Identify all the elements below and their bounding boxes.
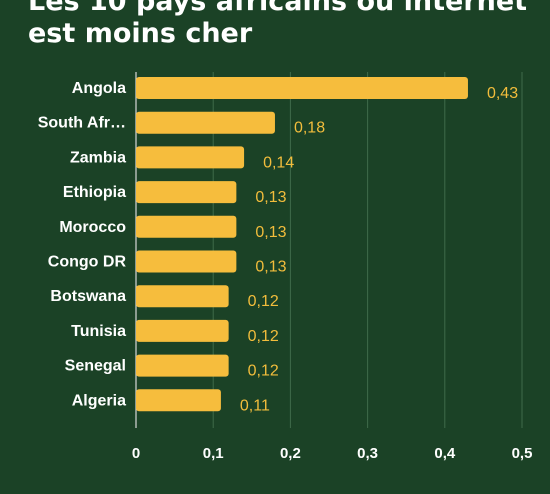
x-tick-label: 0,3	[357, 445, 378, 462]
data-label: 0,43	[487, 85, 518, 102]
bar	[136, 215, 237, 238]
bar	[136, 77, 468, 99]
x-tick-label: 0	[132, 445, 140, 462]
data-label: 0,12	[248, 328, 279, 345]
bar	[136, 319, 229, 342]
bar	[136, 111, 275, 134]
bar	[136, 146, 245, 169]
data-label: 0,18	[294, 120, 325, 137]
data-label: 0,12	[248, 293, 279, 310]
data-label: 0,13	[255, 189, 286, 206]
category-label: Tunisia	[71, 323, 126, 340]
x-tick-label: 0,5	[512, 445, 533, 462]
bar	[136, 250, 237, 273]
category-label: Botswana	[50, 288, 126, 305]
bar	[136, 354, 229, 377]
category-label: Algeria	[72, 392, 126, 409]
category-label: Ethiopia	[63, 184, 126, 201]
x-tick-label: 0,2	[280, 445, 301, 462]
category-label: Congo DR	[48, 254, 127, 271]
chart-title: Les 10 pays africains où internet est mo…	[28, 0, 527, 50]
data-label: 0,12	[248, 363, 279, 380]
category-label: Angola	[72, 80, 126, 97]
bar	[136, 285, 229, 308]
x-tick-label: 0,4	[434, 445, 456, 462]
category-label: Morocco	[59, 219, 126, 236]
category-label: South Afr…	[38, 115, 126, 132]
category-label: Senegal	[65, 358, 126, 375]
x-tick-label: 0,1	[203, 445, 224, 462]
bar	[136, 389, 221, 412]
data-label: 0,11	[240, 397, 270, 414]
bar	[136, 181, 237, 204]
data-label: 0,14	[263, 154, 294, 171]
title-line-2: est moins cher	[28, 18, 253, 49]
data-label: 0,13	[255, 224, 286, 241]
data-label: 0,13	[255, 259, 286, 276]
title-line-1: Les 10 pays africains où internet	[28, 0, 528, 17]
category-label: Zambia	[70, 149, 126, 166]
